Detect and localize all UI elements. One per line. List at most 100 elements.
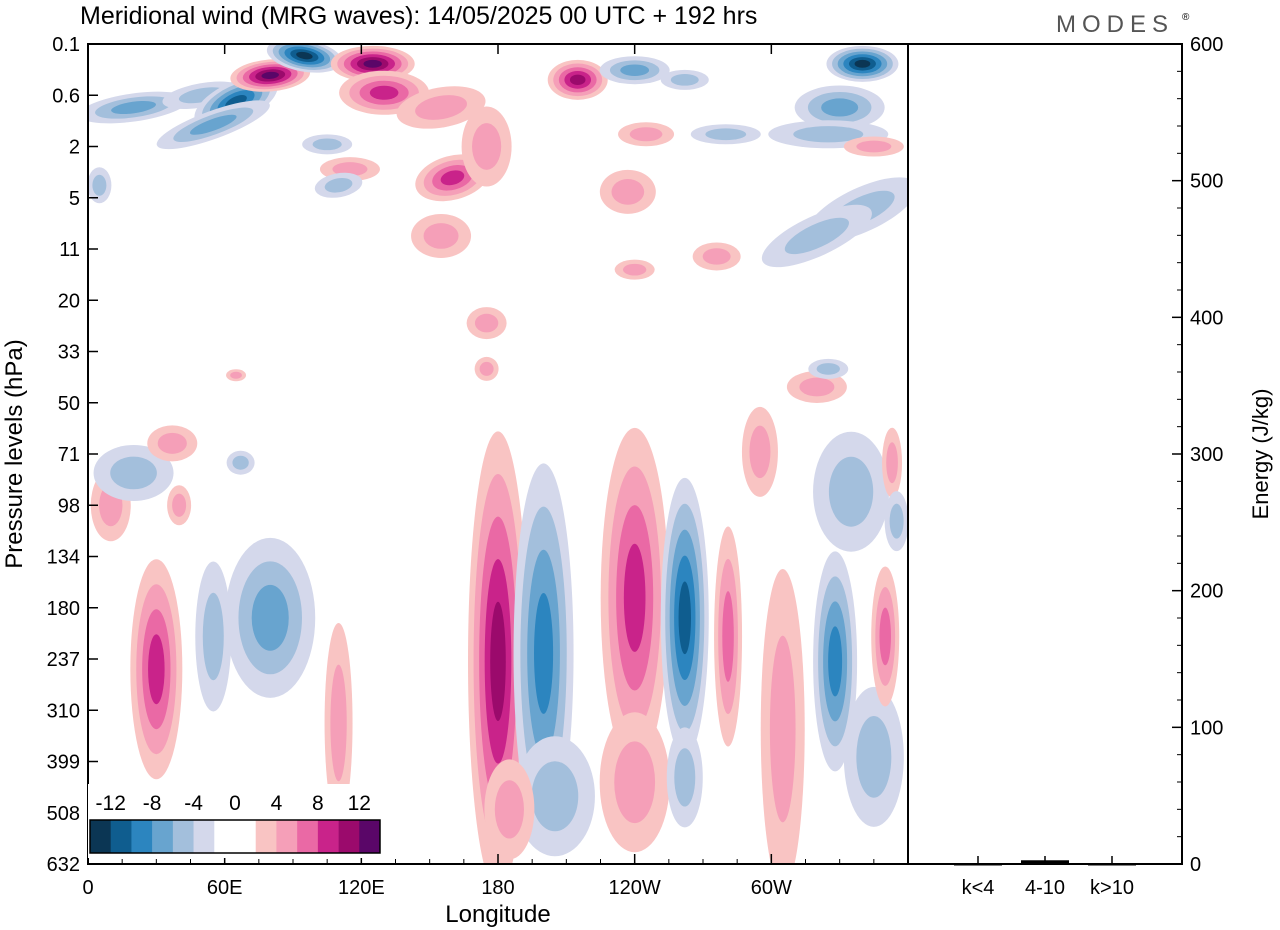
positive-contour (629, 127, 663, 142)
positive-contour (623, 543, 646, 652)
energy-tick-label: 600 (1190, 34, 1223, 56)
y-tick-label: 33 (58, 342, 80, 364)
x-tick-label: 120E (338, 877, 385, 899)
colorbar-swatch (110, 820, 132, 853)
negative-contour (92, 174, 107, 196)
modes-logo-mark: ® (1182, 12, 1190, 23)
negative-contour (189, 114, 237, 135)
colorbar-swatch (152, 820, 174, 853)
energy-tick-label: 0 (1190, 854, 1201, 876)
positive-contour (886, 442, 898, 484)
positive-contour (148, 634, 165, 705)
y-tick-label: 180 (47, 598, 80, 620)
colorbar-swatch (338, 820, 360, 853)
positive-contour (230, 371, 242, 379)
energy-tick-label: 100 (1190, 717, 1223, 739)
negative-contour (674, 748, 696, 807)
x-tick-label: 0 (82, 877, 93, 899)
colorbar-label: 0 (229, 792, 241, 815)
negative-contour (828, 626, 843, 697)
y-tick-label: 632 (47, 854, 80, 876)
positive-contour (472, 123, 502, 170)
colorbar-frame (89, 819, 381, 854)
x-axis: 0 60E 120E 180 120W 60W (82, 44, 875, 899)
y-axis-label: Pressure levels (hPa) (1, 339, 28, 568)
colorbar-swatch (90, 820, 112, 853)
x-tick-label: 180 (481, 877, 514, 899)
y-tick-label: 399 (47, 752, 80, 774)
positive-contour (423, 223, 459, 249)
negative-contour (670, 73, 699, 86)
negative-contour (784, 217, 849, 255)
positive-contour (363, 59, 382, 68)
energy-tick-label: 500 (1190, 171, 1223, 193)
positive-contour (769, 635, 796, 823)
modes-logo: MODES (1056, 11, 1174, 38)
negative-contour (678, 581, 691, 655)
chart-title: Meridional wind (MRG waves): 14/05/2025 … (80, 2, 757, 30)
y-tick-label: 0.1 (52, 34, 80, 56)
positive-contour (799, 377, 835, 397)
energy-tick-label: 300 (1190, 444, 1223, 466)
y-tick-label: 310 (47, 700, 80, 722)
y-tick-label: 508 (47, 803, 80, 825)
positive-contour (722, 591, 734, 682)
heatmap-plot: 0 60E 120E 180 120W 60W 0.1 0.6 2 5 11 20 33 50 71 98 1… (47, 34, 909, 899)
colorbar-label: -4 (184, 792, 203, 815)
y-tick-label: 2 (69, 137, 80, 159)
positive-contour (490, 601, 506, 722)
positive-contour (415, 95, 467, 120)
energy-panel: 0 100 200 300 400 500 600 k<4 4-10 k>10 (907, 34, 1223, 899)
colorbar-swatch (255, 820, 277, 853)
negative-contour (856, 716, 892, 798)
colorbar-swatch (235, 820, 257, 853)
positive-contour (474, 313, 499, 333)
positive-contour (369, 85, 399, 100)
y-tick-label: 20 (58, 290, 80, 312)
negative-contour (889, 503, 904, 539)
colorbar-label: 4 (271, 792, 283, 815)
x-axis-label: Longitude (445, 901, 550, 928)
negative-contour (534, 592, 554, 714)
colorbar: -12 -8 -4 0 4 8 12 (88, 784, 384, 858)
positive-contour (261, 71, 279, 79)
negative-contour (854, 59, 871, 68)
positive-contour (172, 493, 187, 517)
negative-contour (324, 177, 353, 193)
positive-contour (879, 607, 891, 666)
energy-background (908, 44, 1182, 864)
positive-contour (569, 74, 586, 86)
negative-contour (312, 138, 342, 151)
negative-contour (110, 456, 157, 490)
colorbar-swatch (131, 820, 153, 853)
energy-axis: 0 100 200 300 400 500 600 (1172, 34, 1223, 876)
y-tick-label: 237 (47, 649, 80, 671)
negative-contour (531, 761, 579, 832)
colorbar-swatch (214, 820, 236, 853)
positive-contour (330, 664, 347, 782)
negative-contour (202, 592, 224, 681)
colorbar-swatch (276, 820, 298, 853)
y-axis: 0.1 0.6 2 5 11 20 33 50 71 98 134 180 237 310 399 508 63… (47, 34, 98, 876)
positive-contour (611, 179, 645, 205)
energy-tick-label: 200 (1190, 581, 1223, 603)
colorbar-label: -8 (143, 792, 162, 815)
energy-category-label: k>10 (1090, 877, 1134, 899)
energy-tick-label: 400 (1190, 307, 1223, 329)
negative-contour (705, 128, 747, 141)
positive-contour (702, 248, 731, 265)
positive-contour (623, 263, 647, 276)
negative-contour (296, 51, 313, 60)
y-tick-label: 134 (47, 547, 80, 569)
y-tick-label: 5 (69, 188, 80, 210)
positive-contour (614, 741, 656, 824)
negative-contour (828, 456, 874, 527)
colorbar-label: 12 (348, 792, 371, 815)
y-tick-label: 98 (58, 495, 80, 517)
colorbar-swatch (317, 820, 339, 853)
colorbar-label: 8 (312, 792, 324, 815)
negative-contour (821, 98, 859, 117)
energy-category-label: k<4 (962, 877, 995, 899)
colorbar-swatch (172, 820, 194, 853)
x-tick-label: 60W (751, 877, 792, 899)
